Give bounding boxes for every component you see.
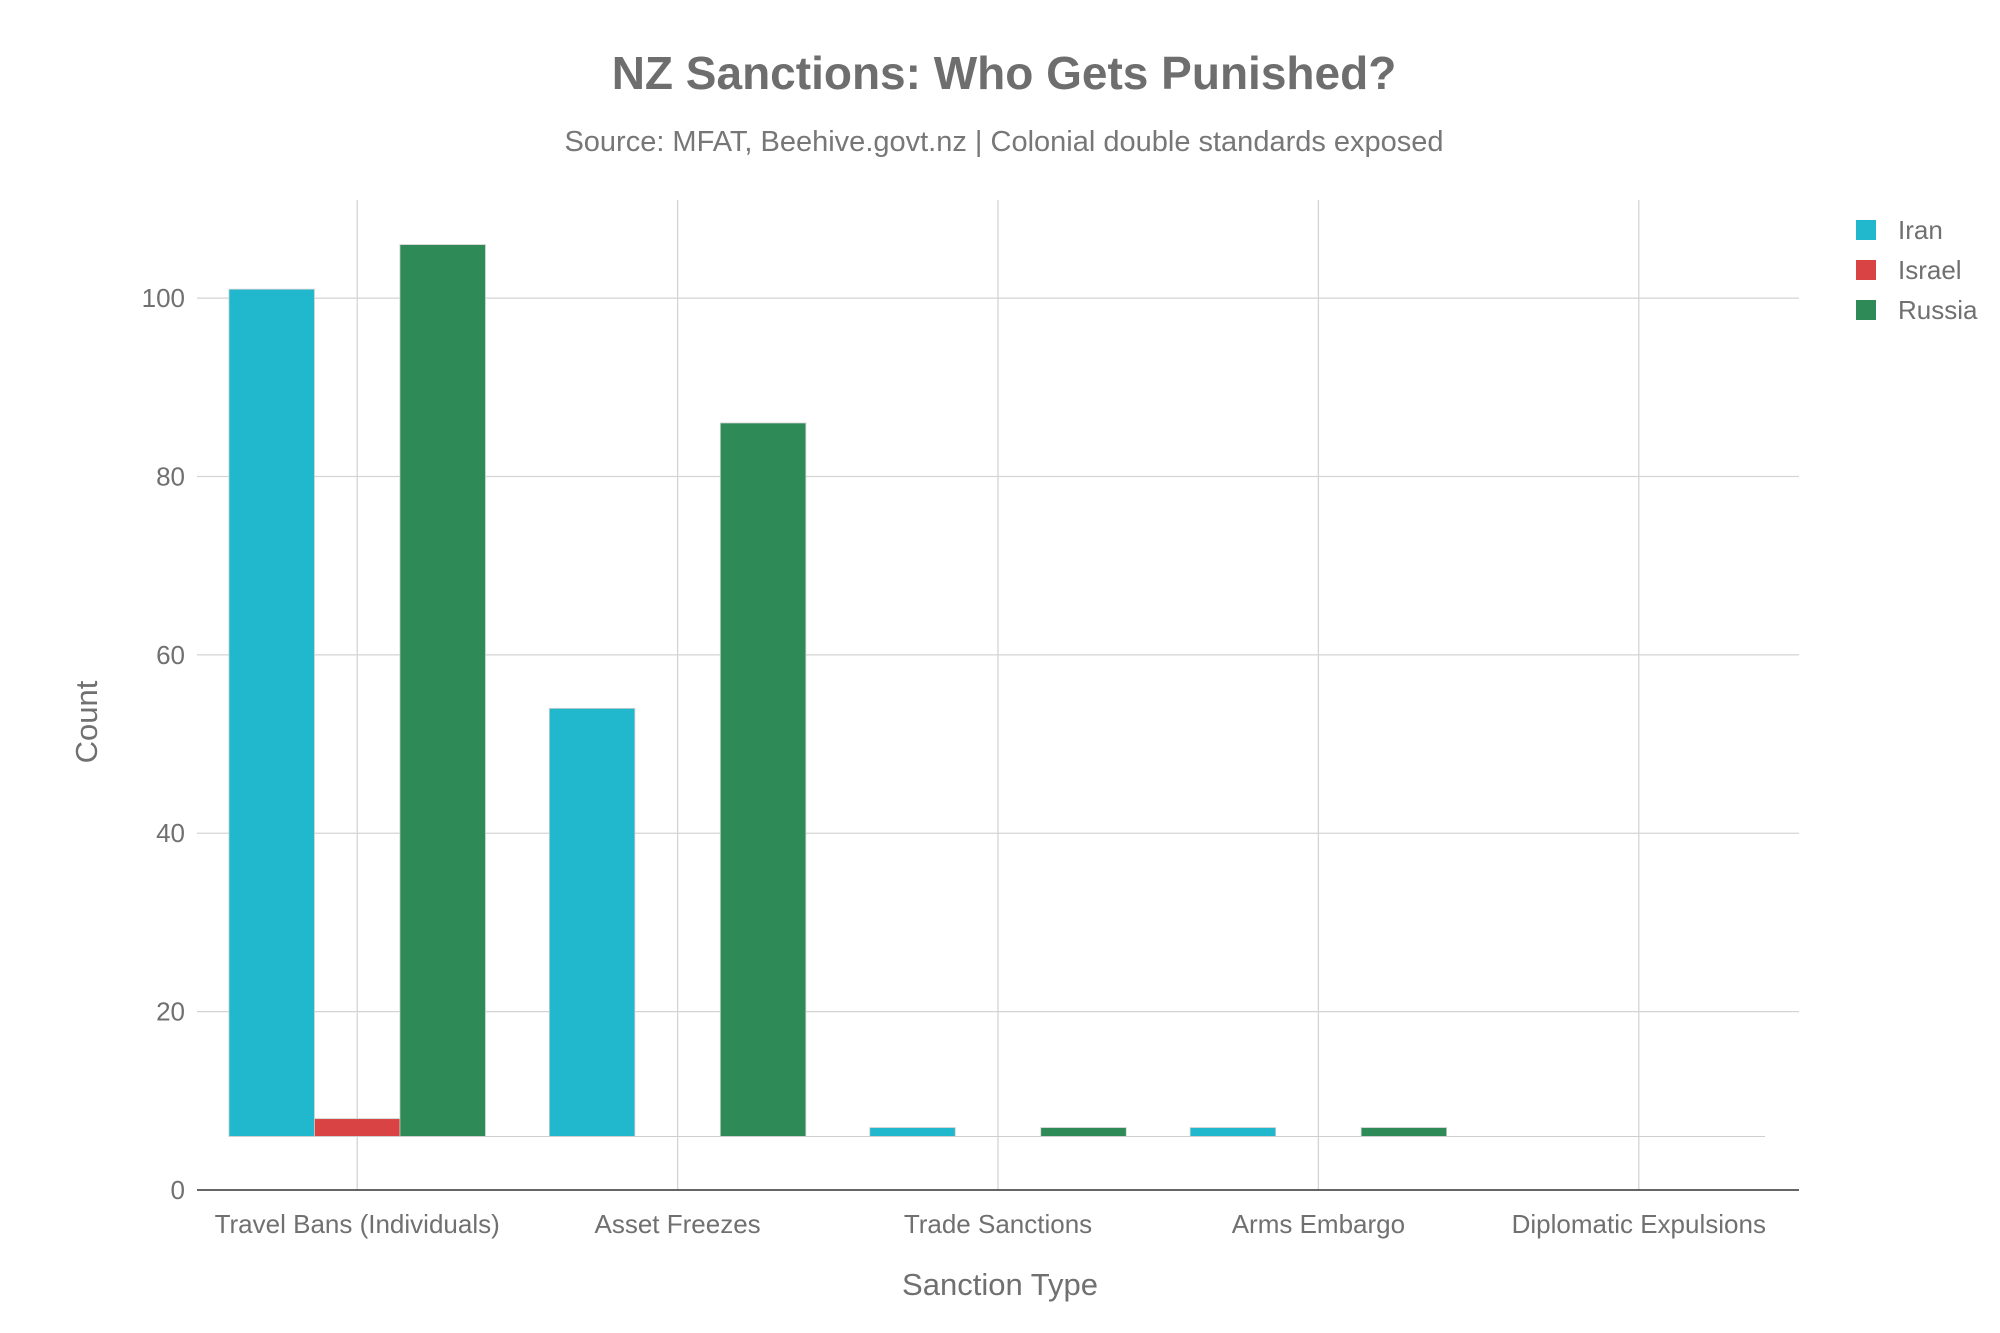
x-tick-label: Diplomatic Expulsions bbox=[1512, 1209, 1766, 1239]
legend: Iran Israel Russia bbox=[1856, 215, 1978, 325]
y-tick-label: 100 bbox=[142, 283, 185, 313]
legend-swatch-russia bbox=[1856, 300, 1876, 320]
legend-swatch-israel bbox=[1856, 260, 1876, 280]
y-tick-labels: 0 20 40 60 80 100 bbox=[142, 283, 185, 1205]
legend-label-russia: Russia bbox=[1898, 295, 1978, 325]
x-tick-label: Trade Sanctions bbox=[904, 1209, 1092, 1239]
bar-israel-1 bbox=[314, 1118, 401, 1137]
y-tick-label: 40 bbox=[156, 818, 185, 848]
bars bbox=[228, 244, 1765, 1137]
bar-russia-3 bbox=[1040, 1127, 1127, 1137]
chart-title: NZ Sanctions: Who Gets Punished? bbox=[612, 47, 1397, 99]
y-tick-label: 60 bbox=[156, 640, 185, 670]
y-axis-title: Count bbox=[69, 680, 104, 763]
legend-label-iran: Iran bbox=[1898, 215, 1943, 245]
bar-iran-2 bbox=[548, 707, 636, 1137]
y-tick-label: 80 bbox=[156, 461, 185, 491]
bar-russia-2 bbox=[719, 422, 807, 1137]
y-tick-label: 0 bbox=[171, 1175, 185, 1205]
bar-iran-4 bbox=[1189, 1127, 1277, 1137]
bar-iran-1 bbox=[228, 288, 315, 1137]
bar-russia-1 bbox=[399, 244, 486, 1137]
x-tick-label: Asset Freezes bbox=[595, 1209, 761, 1239]
legend-label-israel: Israel bbox=[1898, 255, 1962, 285]
x-tick-labels: Travel Bans (Individuals) Asset Freezes Tr… bbox=[215, 1209, 1766, 1239]
x-tick-label: Arms Embargo bbox=[1232, 1209, 1405, 1239]
bar-iran-3 bbox=[869, 1127, 956, 1137]
x-axis-title: Sanction Type bbox=[902, 1267, 1098, 1302]
y-tick-label: 20 bbox=[156, 997, 185, 1027]
chart-subtitle: Source: MFAT, Beehive.govt.nz | Colonial… bbox=[564, 126, 1443, 158]
x-tick-label: Travel Bans (Individuals) bbox=[215, 1209, 500, 1239]
bar-russia-4 bbox=[1360, 1127, 1448, 1137]
legend-swatch-iran bbox=[1856, 220, 1876, 240]
